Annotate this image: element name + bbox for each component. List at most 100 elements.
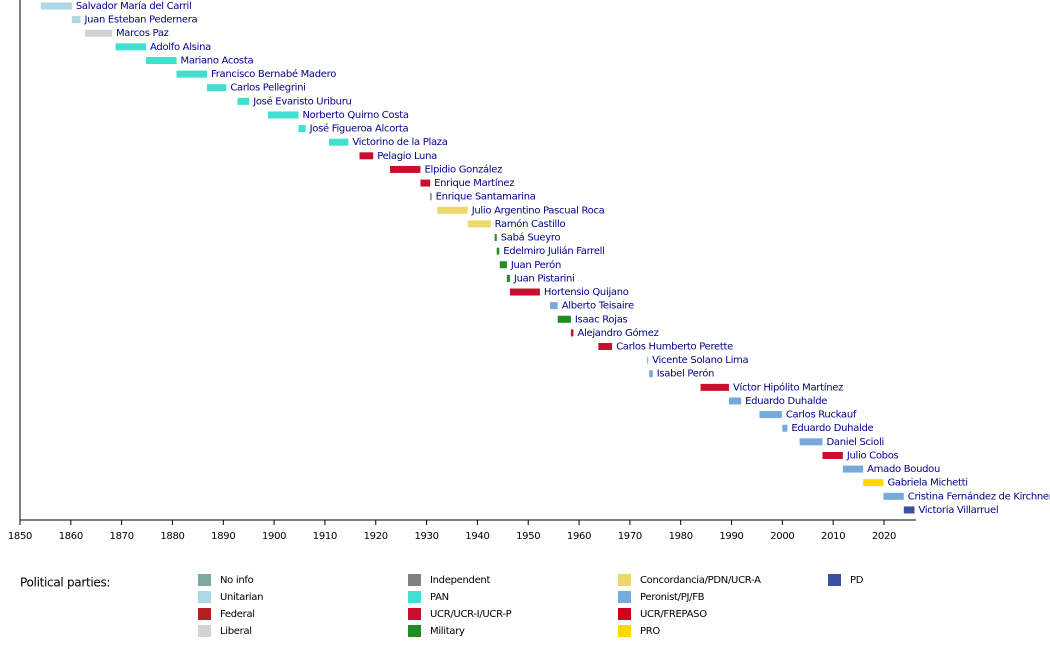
term-bar [842, 465, 864, 473]
legend-swatch [198, 608, 211, 620]
term-bar [420, 179, 431, 187]
term-label: Enrique Martínez [434, 177, 514, 189]
term-bar [207, 84, 227, 92]
term-label: Gabriela Michetti [887, 478, 967, 489]
term-label: Carlos Humberto Perette [616, 342, 733, 353]
term-label: Mariano Acosta [181, 55, 254, 66]
x-tick-label: 1890 [211, 531, 235, 542]
term-label: Elpidio González [424, 163, 502, 175]
x-tick-label: 1860 [59, 531, 83, 542]
term-bar [298, 125, 306, 133]
term-label: Hortensio Quijano [544, 287, 629, 298]
legend-swatch [198, 625, 211, 637]
legend-label: No info [220, 575, 254, 586]
term-label: Francisco Bernabé Madero [211, 68, 336, 80]
x-tick-label: 1980 [669, 531, 693, 542]
term-bar [359, 152, 374, 160]
term-bar [728, 397, 742, 405]
term-label: Marcos Paz [116, 28, 169, 39]
x-tick-label: 1960 [567, 531, 591, 542]
term-bar [437, 206, 468, 214]
term-bar [883, 492, 904, 500]
x-tick-label: 1990 [719, 531, 743, 542]
term-bar [822, 451, 843, 459]
term-bar [647, 356, 649, 364]
term-label: Alberto Teisaire [562, 301, 634, 312]
legend-swatch [618, 574, 631, 586]
term-label: Edelmiro Julián Farrell [503, 245, 604, 257]
term-label: Juan Pistarini [513, 273, 575, 284]
x-tick-label: 1920 [364, 531, 388, 542]
term-label: Isabel Perón [657, 368, 714, 380]
legend-swatch [408, 608, 421, 620]
legend-label: PAN [430, 592, 449, 603]
term-bar [146, 56, 177, 64]
term-label: José Evaristo Uriburu [252, 95, 351, 107]
legend-swatch [618, 608, 631, 620]
term-label: Victorino de la Plaza [352, 137, 447, 148]
term-label: Julio Argentino Pascual Roca [471, 205, 605, 216]
term-bar [85, 29, 112, 37]
x-tick-label: 1900 [262, 531, 286, 542]
legend-label: Military [430, 626, 465, 637]
term-bar [649, 370, 653, 378]
term-label: Enrique Santamarina [436, 192, 536, 203]
term-label: Salvador María del Carril [76, 0, 192, 12]
legend-label: Federal [220, 609, 255, 620]
legend-title: Political parties: [20, 576, 110, 590]
term-bar [430, 193, 432, 201]
legend-label: Liberal [220, 626, 252, 637]
term-label: Isaac Rojas [575, 314, 628, 325]
term-bar [506, 274, 510, 282]
term-bar [782, 424, 788, 432]
x-tick-label: 1850 [8, 531, 32, 542]
term-bar [499, 261, 507, 269]
term-label: Juan Esteban Pedernera [83, 15, 197, 26]
term-bar [570, 329, 574, 337]
term-label: Sabá Sueyro [501, 232, 561, 244]
x-tick-label: 1880 [160, 531, 184, 542]
legend-label: PRO [640, 626, 660, 637]
term-bar [176, 70, 208, 78]
term-bar [71, 16, 81, 24]
term-label: Eduardo Duhalde [745, 396, 827, 407]
term-bar [799, 438, 823, 446]
term-label: Carlos Ruckauf [786, 410, 857, 421]
term-bar [759, 411, 782, 419]
term-bar [903, 506, 915, 514]
term-bar [467, 220, 491, 228]
term-label: Pelagio Luna [377, 151, 437, 162]
term-bar [237, 97, 250, 105]
x-tick-label: 2000 [770, 531, 794, 542]
term-label: Vicente Solano Lima [652, 355, 748, 366]
term-label: Victoria Villarruel [918, 505, 998, 516]
term-bar [115, 43, 147, 51]
term-bar [268, 111, 299, 119]
term-label: Juan Perón [510, 259, 561, 271]
term-label: Ramón Castillo [495, 218, 566, 230]
term-bar [863, 479, 884, 487]
x-tick-label: 1910 [313, 531, 337, 542]
term-label: Cristina Fernández de Kirchner [908, 490, 1050, 502]
legend-swatch [408, 591, 421, 603]
term-bar [509, 288, 540, 296]
legend-label: Concordancia/PDN/UCR-A [640, 575, 761, 586]
x-tick-label: 1940 [465, 531, 489, 542]
term-bar [40, 2, 72, 10]
term-bar [700, 383, 729, 391]
legend-label: UCR/UCR-I/UCR-P [430, 609, 512, 620]
term-bar [329, 138, 349, 146]
term-label: Eduardo Duhalde [791, 423, 873, 434]
term-bar [389, 165, 421, 173]
legend-label: Peronist/PJ/FB [640, 592, 705, 603]
term-label: Alejandro Gómez [577, 327, 658, 339]
term-bar [494, 234, 497, 242]
x-tick-label: 2020 [872, 531, 896, 542]
x-tick-label: 1930 [414, 531, 438, 542]
legend-swatch [618, 625, 631, 637]
x-tick-label: 2010 [821, 531, 845, 542]
term-label: Norberto Quirno Costa [303, 110, 409, 121]
x-tick-label: 1970 [618, 531, 642, 542]
legend-label: PD [850, 575, 864, 586]
legend-swatch [198, 574, 211, 586]
